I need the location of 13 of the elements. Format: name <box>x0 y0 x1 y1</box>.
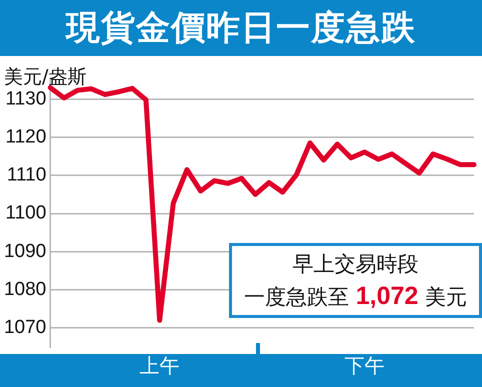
y-tick-label: 1130 <box>5 88 46 110</box>
y-tick-label: 1110 <box>6 164 46 186</box>
x-tick-label: 下午 <box>344 356 385 378</box>
y-tick-label: 1120 <box>5 126 46 148</box>
y-axis-title: 美元/盎斯 <box>4 65 86 90</box>
chart-title: 現貨金價昨日一度急跌 <box>0 0 482 56</box>
y-tick-label: 1080 <box>4 279 46 300</box>
y-tick-label: 1070 <box>4 317 46 338</box>
y-tick-label: 1100 <box>5 202 46 224</box>
annotation: 一度急跌至 1,072 美元 <box>243 281 468 312</box>
y-tick-label: 1090 <box>4 240 46 262</box>
annotation: 早上交易時段 <box>292 251 420 278</box>
x-tick-label: 上午 <box>140 356 180 378</box>
